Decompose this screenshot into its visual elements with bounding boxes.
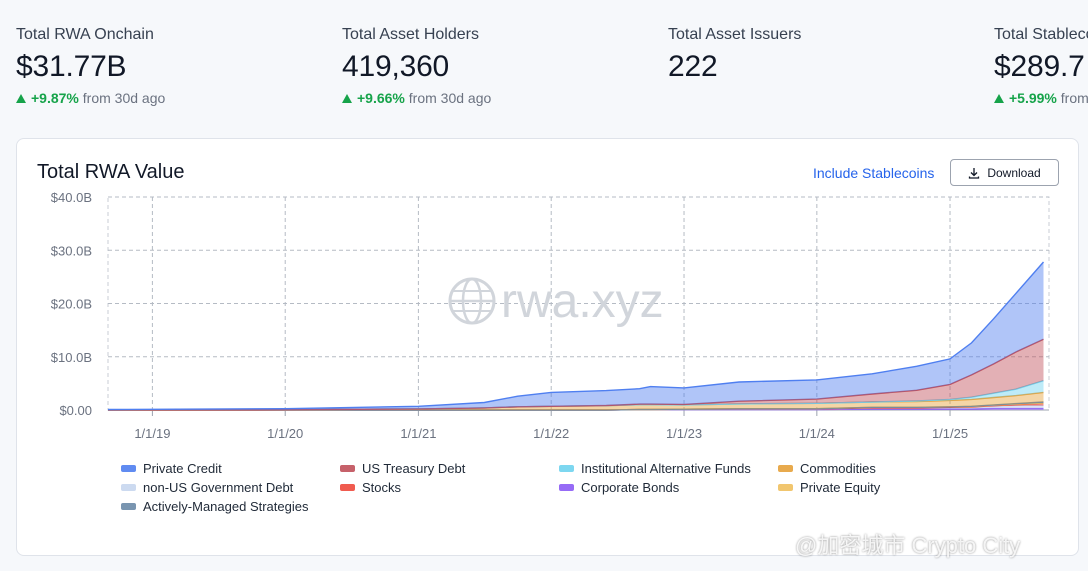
legend-item-institutional-alternative-funds[interactable]: Institutional Alternative Funds [559, 461, 751, 476]
stat-label: Total Asset Issuers [668, 26, 802, 43]
stat-value: 222 [668, 50, 718, 83]
y-tick-label: $40.0B [51, 190, 92, 205]
rwa-area-chart: rwa.xyz $0.00 $10.0B $20.0B $30.0B $40.0B 1/… [51, 190, 1050, 441]
legend-label: Stocks [362, 480, 402, 495]
up-triangle-icon [994, 94, 1004, 103]
chart-title: Total RWA Value [37, 161, 185, 183]
y-tick-label: $30.0B [51, 243, 92, 258]
y-tick-label: $0.00 [59, 403, 92, 418]
legend-label: Corporate Bonds [581, 480, 680, 495]
stat-value: 419,360 [342, 50, 450, 83]
stat-value: $289.7 [994, 50, 1085, 83]
legend-label: Commodities [800, 461, 876, 476]
up-triangle-icon [16, 94, 26, 103]
change-suffix: from 30d ago [1060, 90, 1088, 106]
stat-label: Total Asset Holders [342, 26, 479, 43]
x-tick-label: 1/1/23 [666, 426, 702, 441]
y-tick-label: $20.0B [51, 297, 92, 312]
legend-swatch [340, 484, 355, 491]
legend-swatch [121, 503, 136, 510]
legend-label: non-US Government Debt [143, 480, 294, 495]
legend-item-private-credit[interactable]: Private Credit [121, 461, 222, 476]
legend-item-private-equity[interactable]: Private Equity [778, 480, 880, 495]
x-tick-label: 1/1/19 [134, 426, 170, 441]
legend-swatch [121, 465, 136, 472]
x-tick-label: 1/1/20 [267, 426, 303, 441]
download-button[interactable]: Download [950, 159, 1059, 186]
change-percent: +9.87% [31, 90, 79, 106]
change-suffix: from 30d ago [82, 90, 166, 106]
change-suffix: from 30d ago [408, 90, 492, 106]
include-stablecoins-toggle[interactable]: Include Stablecoins [813, 165, 935, 181]
globe-icon [448, 277, 496, 325]
up-triangle-icon [342, 94, 352, 103]
chart-card: Total RWA Value Include Stablecoins Down… [16, 138, 1079, 556]
legend-swatch [559, 465, 574, 472]
legend-item-non-us-government-debt[interactable]: non-US Government Debt [121, 480, 293, 495]
stat-value: $31.77B [16, 50, 127, 83]
page-watermark: @加密城市 Crypto City [795, 533, 1021, 558]
legend-item-stocks[interactable]: Stocks [340, 480, 401, 495]
legend-label: Private Credit [143, 461, 222, 476]
legend-label: Private Equity [800, 480, 881, 495]
legend-label: US Treasury Debt [362, 461, 466, 476]
change-percent: +5.99% [1009, 90, 1057, 106]
legend-item-commodities[interactable]: Commodities [778, 461, 876, 476]
stat-change: +9.66% from 30d ago [342, 90, 662, 106]
stat-total-rwa: Total RWA Onchain $31.77B +9.87% from 30… [16, 26, 336, 106]
stat-asset-issuers: Total Asset Issuers 222 [668, 26, 988, 84]
x-tick-label: 1/1/24 [799, 426, 835, 441]
x-tick-label: 1/1/22 [533, 426, 569, 441]
rwa-watermark: rwa.xyz [448, 275, 664, 328]
line-us-treasury-debt [107, 338, 1044, 411]
stat-change: +9.87% from 30d ago [16, 90, 336, 106]
legend-swatch [121, 484, 136, 491]
legend-label: Institutional Alternative Funds [581, 461, 751, 476]
legend-swatch [340, 465, 355, 472]
x-axis-labels: 1/1/19 1/1/20 1/1/21 1/1/22 1/1/23 1/1/24 1/1/… [134, 426, 968, 441]
legend-label: Actively-Managed Strategies [143, 499, 309, 514]
x-tick-label: 1/1/21 [400, 426, 436, 441]
line-actively-managed-strategies [108, 401, 1044, 411]
line-private-credit [107, 261, 1045, 411]
legend-swatch [778, 465, 793, 472]
legend-item-corporate-bonds[interactable]: Corporate Bonds [559, 480, 679, 495]
stat-asset-holders: Total Asset Holders 419,360 +9.66% from … [342, 26, 662, 106]
legend-swatch [778, 484, 793, 491]
stat-label: Total RWA Onchain [16, 26, 154, 43]
x-tick-label: 1/1/25 [932, 426, 968, 441]
stats-row: Total RWA Onchain $31.77B +9.87% from 30… [0, 0, 1088, 130]
y-axis-labels: $0.00 $10.0B $20.0B $30.0B $40.0B [51, 190, 92, 418]
stat-stablecoins: Total Stablecoins $289.7 +5.99% from 30d… [994, 26, 1088, 106]
legend-item-us-treasury-debt[interactable]: US Treasury Debt [340, 461, 465, 476]
y-tick-label: $10.0B [51, 350, 92, 365]
area-commodities [108, 392, 1044, 410]
download-icon [969, 167, 980, 179]
stat-change: +5.99% from 30d ago [994, 90, 1088, 106]
change-percent: +9.66% [357, 90, 405, 106]
watermark-text: rwa.xyz [501, 275, 664, 328]
legend-swatch [559, 484, 574, 491]
chart-areas [107, 261, 1045, 411]
download-label: Download [987, 165, 1041, 180]
legend-item-actively-managed-strategies[interactable]: Actively-Managed Strategies [121, 499, 308, 514]
stat-label: Total Stablecoins [994, 26, 1088, 43]
